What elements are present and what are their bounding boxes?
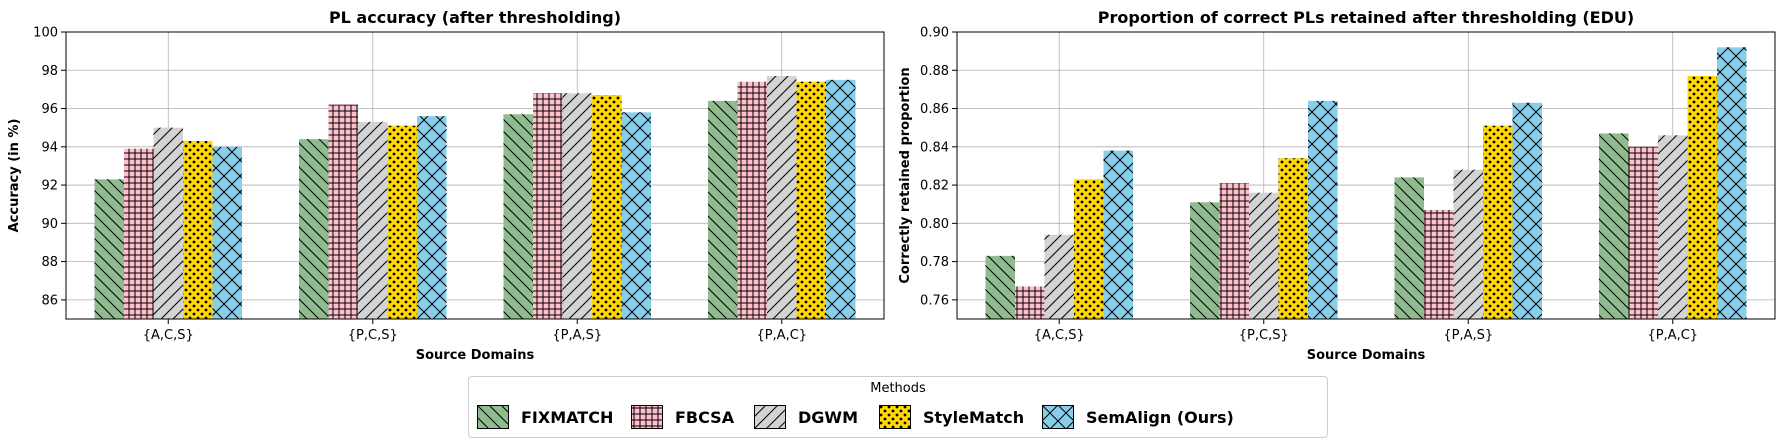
y-axis-label: Correctly retained proportion xyxy=(898,67,913,283)
legend-swatch-semalign xyxy=(1042,405,1074,429)
x-tick-label: {P,A,C} xyxy=(756,328,807,343)
bar-fixmatch-p-c-s-hatch xyxy=(1190,202,1220,319)
x-tick-label: {P,A,S} xyxy=(552,328,602,343)
y-tick-label: 88 xyxy=(41,255,58,270)
bar-stylematch-p-c-s-hatch xyxy=(387,125,417,320)
legend-item-fbcsa: FBCSA xyxy=(631,403,734,431)
bar-dgwm-a-c-s-hatch xyxy=(1044,234,1074,319)
legend-items: FIXMATCH FBCSA DGWM StyleMatch SemAlign … xyxy=(469,403,1327,431)
bar-semalign-ours-p-a-s-hatch xyxy=(621,112,651,319)
bar-dgwm-p-a-c-hatch xyxy=(1658,135,1688,319)
x-tick-label: {A,C,S} xyxy=(1034,328,1085,343)
legend-swatch-fixmatch xyxy=(477,405,509,429)
y-tick-label: 0.76 xyxy=(920,293,949,308)
bar-semalign-ours-p-a-s-hatch xyxy=(1512,102,1542,319)
y-tick-label: 92 xyxy=(41,179,58,194)
bar-stylematch-p-a-s-hatch xyxy=(1483,125,1513,320)
x-tick-label: {A,C,S} xyxy=(143,328,194,343)
bar-fbcsa-p-a-s-hatch xyxy=(533,93,563,319)
legend-swatch-stylematch xyxy=(879,405,911,429)
bar-fixmatch-a-c-s-hatch xyxy=(985,255,1015,319)
bar-semalign-ours-p-a-c-hatch xyxy=(1717,47,1747,319)
bar-fbcsa-a-c-s-hatch xyxy=(1015,286,1045,319)
x-tick-label: {P,A,C} xyxy=(1647,328,1698,343)
y-tick-label: 0.86 xyxy=(920,102,949,117)
bar-fbcsa-p-c-s-hatch xyxy=(1219,183,1249,319)
bar-dgwm-p-c-s-hatch xyxy=(1249,192,1279,319)
y-tick-label: 0.84 xyxy=(920,140,949,155)
legend-item-dgwm: DGWM xyxy=(754,403,858,431)
plot-frame xyxy=(65,31,885,320)
bar-semalign-ours-p-c-s-hatch xyxy=(417,116,447,319)
x-axis-label: Source Domains xyxy=(1307,348,1426,363)
legend-item-stylematch: StyleMatch xyxy=(879,403,1024,431)
legend-label-dgwm: DGWM xyxy=(798,407,858,427)
y-tick-label: 100 xyxy=(33,26,58,41)
bar-fixmatch-a-c-s-hatch xyxy=(94,179,124,319)
bar-dgwm-p-a-s-hatch xyxy=(1453,169,1483,319)
legend-label-fixmatch: FIXMATCH xyxy=(521,407,614,427)
pl-accuracy-chart: 86 88 90 92 94 96 98 100 {A,C,S} {P,C,S} {P,A,S} {P… xyxy=(7,8,885,363)
plot-frame xyxy=(956,31,1776,320)
bar-stylematch-p-a-c-hatch xyxy=(796,81,826,319)
x-tick-label: {P,A,S} xyxy=(1443,328,1493,343)
bar-semalign-ours-a-c-s-hatch xyxy=(212,146,242,319)
y-tick-label: 86 xyxy=(41,293,58,308)
x-tick-label: {P,C,S} xyxy=(1239,328,1289,343)
bar-fbcsa-a-c-s-hatch xyxy=(124,148,154,319)
bar-fbcsa-p-a-c-hatch xyxy=(737,81,767,319)
y-tick-label: 94 xyxy=(41,140,58,155)
bar-stylematch-a-c-s-hatch xyxy=(1074,179,1104,319)
legend-item-fixmatch: FIXMATCH xyxy=(477,403,613,431)
legend: Methods FIXMATCH FBCSA DGWM StyleMatch S… xyxy=(468,376,1328,438)
y-tick-label: 0.82 xyxy=(920,179,949,194)
y-tick-label: 0.88 xyxy=(920,64,949,79)
legend-item-semalign: SemAlign (Ours) xyxy=(1042,403,1234,431)
bar-fbcsa-p-c-s-hatch xyxy=(328,104,358,319)
bar-dgwm-p-a-s-hatch xyxy=(562,93,592,319)
chart-title: Proportion of correct PLs retained after… xyxy=(1098,8,1634,27)
bar-semalign-ours-p-a-c-hatch xyxy=(826,79,856,319)
bar-semalign-ours-a-c-s-hatch xyxy=(1103,150,1133,319)
bar-fixmatch-p-a-s-hatch xyxy=(503,114,533,319)
legend-swatch-dgwm xyxy=(754,405,786,429)
y-tick-label: 0.90 xyxy=(920,26,949,41)
bar-fixmatch-p-a-c-hatch xyxy=(708,100,738,319)
x-tick-label: {P,C,S} xyxy=(348,328,398,343)
bar-fixmatch-p-a-s-hatch xyxy=(1394,177,1424,319)
bar-fbcsa-p-a-s-hatch xyxy=(1424,209,1454,319)
y-axis-label: Accuracy (in %) xyxy=(7,119,22,233)
legend-label-semalign: SemAlign (Ours) xyxy=(1086,407,1234,427)
bar-stylematch-a-c-s-hatch xyxy=(183,141,213,319)
correct-pl-proportion-chart: 0.76 0.78 0.80 0.82 0.84 0.86 0.88 0.90 {A,C,S} {… xyxy=(898,8,1776,363)
y-tick-label: 90 xyxy=(41,217,58,232)
bar-stylematch-p-a-s-hatch xyxy=(592,95,622,319)
x-axis-label: Source Domains xyxy=(416,348,535,363)
bar-fixmatch-p-a-c-hatch xyxy=(1599,133,1629,319)
legend-label-stylematch: StyleMatch xyxy=(923,407,1025,427)
bar-stylematch-p-a-c-hatch xyxy=(1687,76,1717,319)
legend-title: Methods xyxy=(870,381,926,396)
legend-swatch-fbcsa xyxy=(631,405,663,429)
y-tick-label: 0.78 xyxy=(920,255,949,270)
bar-fixmatch-p-c-s-hatch xyxy=(299,139,329,319)
bar-stylematch-p-c-s-hatch xyxy=(1278,158,1308,319)
bar-semalign-ours-p-c-s-hatch xyxy=(1308,100,1338,319)
y-tick-label: 98 xyxy=(41,64,58,79)
legend-label-fbcsa: FBCSA xyxy=(675,407,735,427)
y-tick-label: 96 xyxy=(41,102,58,117)
bar-dgwm-p-a-c-hatch xyxy=(767,76,797,319)
bar-fbcsa-p-a-c-hatch xyxy=(1628,146,1658,319)
y-tick-label: 0.80 xyxy=(920,217,949,232)
chart-title: PL accuracy (after thresholding) xyxy=(329,8,621,27)
bar-dgwm-a-c-s-hatch xyxy=(153,127,183,320)
bar-dgwm-p-c-s-hatch xyxy=(358,121,388,319)
